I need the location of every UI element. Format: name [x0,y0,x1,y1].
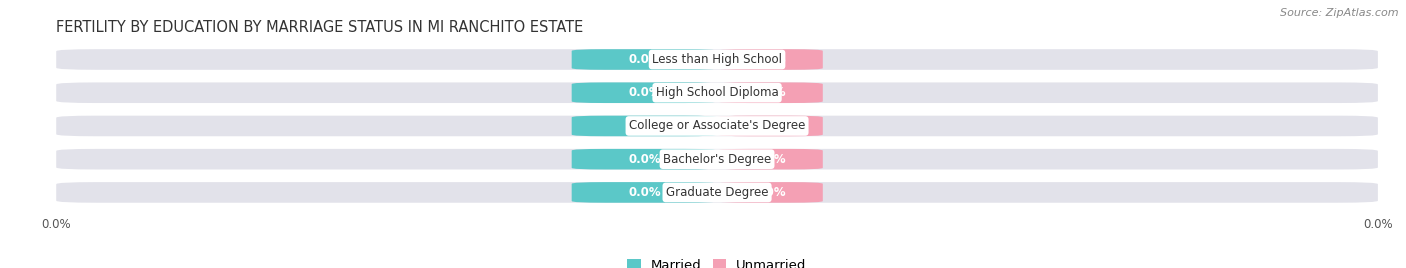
Text: 0.0%: 0.0% [628,120,661,132]
Text: Less than High School: Less than High School [652,53,782,66]
FancyBboxPatch shape [572,182,717,203]
Text: 0.0%: 0.0% [628,86,661,99]
Text: 0.0%: 0.0% [628,186,661,199]
Text: 0.0%: 0.0% [754,86,786,99]
FancyBboxPatch shape [572,83,717,103]
FancyBboxPatch shape [717,49,823,70]
Text: FERTILITY BY EDUCATION BY MARRIAGE STATUS IN MI RANCHITO ESTATE: FERTILITY BY EDUCATION BY MARRIAGE STATU… [56,20,583,35]
FancyBboxPatch shape [717,182,823,203]
Text: 0.0%: 0.0% [628,153,661,166]
FancyBboxPatch shape [717,116,823,136]
FancyBboxPatch shape [56,182,1378,203]
FancyBboxPatch shape [572,116,717,136]
FancyBboxPatch shape [572,149,717,169]
Text: College or Associate's Degree: College or Associate's Degree [628,120,806,132]
Text: Graduate Degree: Graduate Degree [666,186,768,199]
FancyBboxPatch shape [572,49,717,70]
FancyBboxPatch shape [56,149,1378,169]
FancyBboxPatch shape [717,149,823,169]
Text: Source: ZipAtlas.com: Source: ZipAtlas.com [1281,8,1399,18]
Text: 0.0%: 0.0% [628,53,661,66]
FancyBboxPatch shape [717,83,823,103]
Text: 0.0%: 0.0% [754,120,786,132]
Legend: Married, Unmarried: Married, Unmarried [627,259,807,268]
Text: Bachelor's Degree: Bachelor's Degree [664,153,770,166]
Text: 0.0%: 0.0% [754,153,786,166]
Text: 0.0%: 0.0% [754,186,786,199]
FancyBboxPatch shape [56,116,1378,136]
FancyBboxPatch shape [56,49,1378,70]
Text: 0.0%: 0.0% [754,53,786,66]
Text: High School Diploma: High School Diploma [655,86,779,99]
FancyBboxPatch shape [56,83,1378,103]
